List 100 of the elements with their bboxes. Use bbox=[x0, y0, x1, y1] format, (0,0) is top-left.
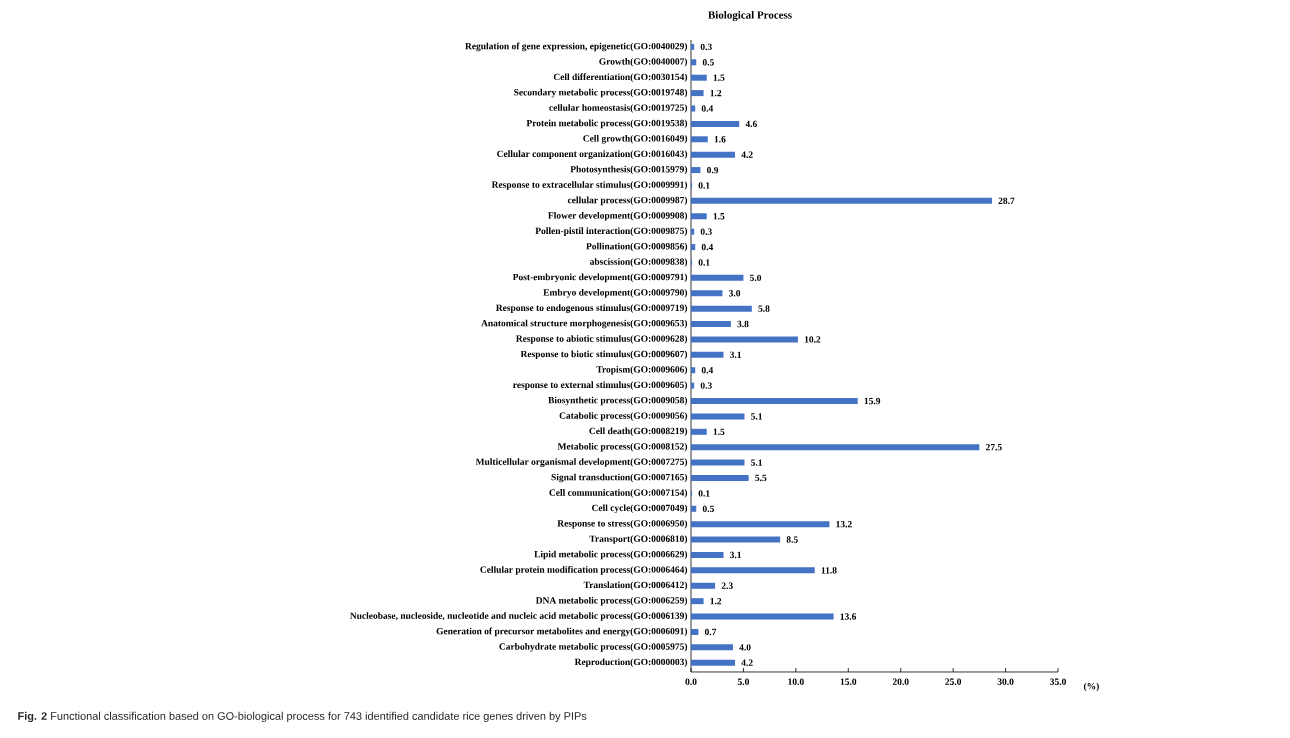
y-tick-label: Secondary metabolic process(GO:0019748) bbox=[514, 88, 688, 98]
bar bbox=[691, 444, 980, 451]
data-label: 0.4 bbox=[701, 367, 714, 374]
bar bbox=[691, 274, 744, 281]
bar bbox=[691, 613, 834, 620]
y-tick-label: Generation of precursor metabolites and energy(GO:0006091) bbox=[436, 627, 688, 637]
bar bbox=[691, 213, 707, 220]
y-tick-label: DNA metabolic process(GO:0006259) bbox=[535, 596, 688, 606]
y-tick-label: Cellular protein modification process(GO:0006464) bbox=[480, 566, 688, 575]
x-tick-label: 0.0 bbox=[685, 678, 697, 685]
data-label: 0.5 bbox=[702, 505, 714, 513]
y-tick-label: Carbohydrate metabolic process(GO:0005975) bbox=[499, 643, 688, 652]
x-tick-label: 35.0 bbox=[1050, 678, 1066, 685]
y-tick-label: Nucleobase, nucleoside, nucleotide and nucleic acid metabolic process(GO:0006139) bbox=[350, 612, 688, 621]
x-tick-label: 5.0 bbox=[737, 678, 749, 685]
y-tick-label: Pollination(GO:0009856) bbox=[586, 242, 688, 252]
data-label: 4.0 bbox=[739, 644, 751, 651]
y-tick-label: Response to abiotic stimulus(GO:0009628) bbox=[515, 335, 688, 344]
y-tick-label: Cell growth(GO:0016049) bbox=[583, 134, 688, 144]
bar bbox=[691, 659, 736, 666]
y-tick-label: Lipid metabolic process(GO:0006629) bbox=[534, 550, 688, 560]
bar bbox=[691, 551, 724, 558]
data-label: 3.1 bbox=[730, 551, 742, 559]
x-tick-label: 20.0 bbox=[892, 678, 909, 685]
bar bbox=[691, 598, 704, 605]
y-tick-label: Cell differentiation(GO:0030154) bbox=[553, 73, 688, 83]
y-tick-label: Cellular component organization(GO:0016043) bbox=[497, 150, 688, 160]
bar bbox=[691, 567, 815, 574]
data-label: 0.3 bbox=[700, 228, 712, 235]
y-tick-label: Anatomical structure morphogenesis(GO:0009653) bbox=[481, 319, 688, 329]
data-label: 3.1 bbox=[730, 351, 742, 359]
bar bbox=[691, 120, 740, 127]
bar bbox=[691, 582, 716, 589]
data-label: 0.1 bbox=[698, 259, 710, 266]
y-tick-label: Transport(GO:0006810) bbox=[589, 535, 688, 544]
bar bbox=[691, 336, 798, 343]
data-label: 0.7 bbox=[704, 628, 717, 636]
data-label: 5.1 bbox=[751, 413, 763, 420]
bar bbox=[691, 413, 745, 420]
data-label: 1.5 bbox=[713, 213, 725, 220]
bar bbox=[691, 167, 701, 174]
bar bbox=[691, 398, 858, 405]
bar bbox=[691, 244, 696, 251]
data-label: 5.8 bbox=[758, 305, 770, 312]
data-label: 0.3 bbox=[700, 43, 712, 51]
bar bbox=[691, 428, 707, 435]
y-tick-label: Catabolic process(GO:0009056) bbox=[559, 412, 688, 421]
y-tick-label: cellular homeostasis(GO:0019725) bbox=[549, 104, 688, 113]
chart-title: Biological Process bbox=[708, 10, 792, 21]
y-tick-label: cellular process(GO:0009987) bbox=[567, 196, 688, 206]
y-tick-label: Tropism(GO:0009606) bbox=[596, 365, 688, 375]
data-label: 1.2 bbox=[710, 89, 722, 97]
data-label: 0.4 bbox=[701, 105, 714, 112]
y-tick-label: Regulation of gene expression, epigenetic(GO:0040029) bbox=[465, 42, 688, 52]
bar bbox=[691, 536, 781, 543]
data-label: 1.5 bbox=[713, 428, 725, 436]
data-label: 0.9 bbox=[707, 166, 719, 174]
y-tick-label: Protein metabolic process(GO:0019538) bbox=[526, 119, 688, 129]
bar bbox=[691, 505, 697, 512]
data-label: 3.0 bbox=[729, 290, 741, 297]
y-tick-label: Response to extracellular stimulus(GO:0009991) bbox=[491, 181, 688, 190]
y-tick-label: Embryo development(GO:0009790) bbox=[543, 288, 688, 298]
bar bbox=[691, 321, 731, 328]
bar bbox=[691, 367, 696, 374]
y-tick-label: Cell death(GO:0008219) bbox=[589, 427, 688, 437]
y-tick-label: Flower development(GO:0009908) bbox=[548, 211, 688, 221]
bar bbox=[691, 290, 723, 297]
data-label: 13.2 bbox=[836, 520, 852, 528]
bar bbox=[691, 305, 752, 312]
text: Fig. 2 Functional classification based on GO-biological process for 743 identified candidate rice genes driven by PIPs bbox=[18, 711, 587, 723]
bar bbox=[691, 521, 830, 528]
data-label: 1.5 bbox=[713, 74, 725, 81]
bar bbox=[691, 351, 724, 358]
bar bbox=[691, 43, 695, 50]
data-label: 1.2 bbox=[710, 597, 722, 605]
data-label: 27.5 bbox=[985, 444, 1002, 451]
data-label: 0.1 bbox=[698, 182, 710, 189]
data-label: 8.5 bbox=[786, 536, 798, 543]
data-label: 4.6 bbox=[745, 120, 757, 128]
bar bbox=[691, 382, 695, 389]
y-tick-label: Post-embryonic development(GO:0009791) bbox=[512, 273, 688, 283]
y-tick-label: Cell cycle(GO:0007049) bbox=[592, 504, 688, 514]
y-tick-label: abscission(GO:0009838) bbox=[589, 258, 688, 267]
data-label: 0.1 bbox=[698, 490, 710, 497]
y-tick-label: response to external stimulus(GO:0009605) bbox=[513, 381, 688, 390]
data-label: 4.2 bbox=[741, 659, 753, 666]
data-label: 0.5 bbox=[702, 59, 714, 66]
data-label: 0.4 bbox=[701, 243, 714, 251]
bar bbox=[691, 228, 695, 235]
y-tick-label: Growth(GO:0040007) bbox=[599, 58, 688, 67]
data-label: 13.6 bbox=[840, 613, 857, 620]
data-label: 11.8 bbox=[821, 567, 837, 574]
data-label: 3.8 bbox=[737, 320, 749, 328]
x-axis-title: (%) bbox=[1083, 682, 1099, 692]
x-tick-label: 15.0 bbox=[840, 678, 857, 685]
x-tick-label: 25.0 bbox=[945, 678, 962, 685]
data-label: 1.6 bbox=[714, 136, 726, 143]
bar bbox=[691, 74, 707, 81]
y-tick-label: Cell communication(GO:0007154) bbox=[549, 489, 688, 498]
y-tick-label: Signal transduction(GO:0007165) bbox=[551, 473, 688, 483]
